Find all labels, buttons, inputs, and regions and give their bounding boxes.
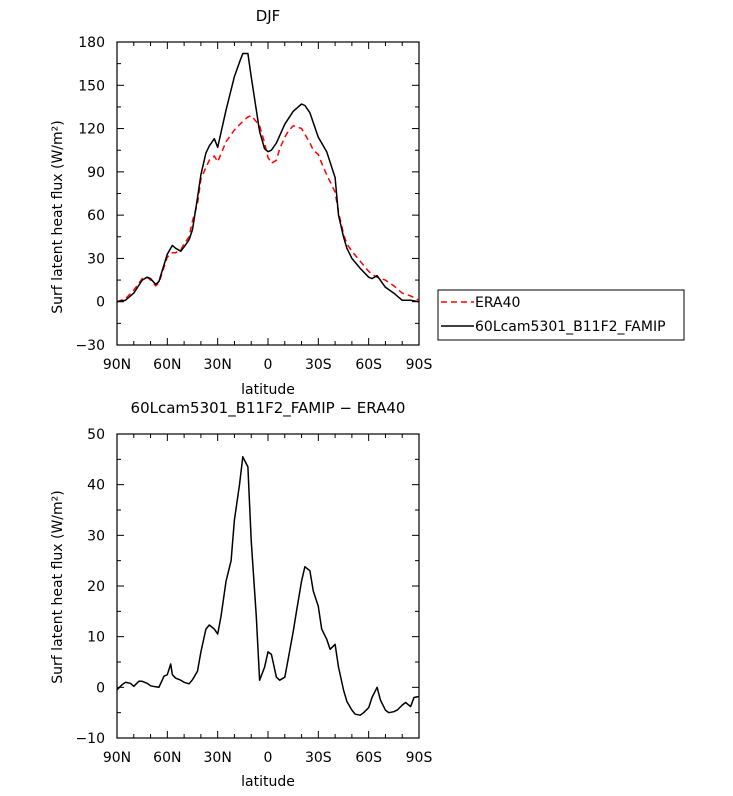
bottom-x-tick-label: 30S <box>305 750 332 766</box>
bottom-y-tick-label: 0 <box>96 680 105 696</box>
bottom-series-layer <box>116 456 420 716</box>
top-y-tick-label: 120 <box>78 122 105 138</box>
bottom-y-tick-label: 10 <box>87 630 105 646</box>
top-series-layer <box>116 52 420 303</box>
top-x-tick-label: 30S <box>305 357 332 373</box>
bottom-y-axis-label: Surf latent heat flux (W/m²) <box>50 490 66 683</box>
bottom-x-tick-label: 90N <box>103 750 131 766</box>
top-x-axis-label: latitude <box>241 382 295 398</box>
top-y-tick-label: −30 <box>75 338 105 354</box>
top-x-tick-label: 0 <box>264 357 273 373</box>
top-x-tick-label: 90S <box>406 357 433 373</box>
bottom-x-tick-label: 0 <box>264 750 273 766</box>
top-x-tick-label: 60N <box>153 357 181 373</box>
top-plot-border <box>116 41 420 346</box>
top-y-tick-label: 90 <box>87 165 105 181</box>
legend-era40-label: ERA40 <box>475 295 520 311</box>
top-chart-title: DJF <box>256 7 281 25</box>
bottom-y-tick-label: 40 <box>87 478 105 494</box>
top-y-tick-label: 60 <box>87 208 105 224</box>
bottom-y-tick-label: 30 <box>87 528 105 544</box>
bottom-plot-border <box>116 433 420 739</box>
top-series-line-model <box>116 52 420 303</box>
top-y-tick-label: 180 <box>78 35 105 51</box>
bottom-x-tick-label: 90S <box>406 750 433 766</box>
top-panel: DJF Surf latent heat flux (W/m²) latitud… <box>50 7 685 398</box>
top-plot-frame <box>116 41 420 346</box>
bottom-x-tick-label: 60N <box>153 750 181 766</box>
bottom-x-tick-label: 60S <box>355 750 382 766</box>
top-y-tick-label: 150 <box>78 78 105 94</box>
bottom-plot-frame <box>116 433 420 739</box>
top-series-line-era40 <box>116 114 420 303</box>
legend-model-label: 60Lcam5301_B11F2_FAMIP <box>475 319 666 335</box>
bottom-series-line-model <box>116 456 420 716</box>
bottom-y-tick-label: 50 <box>87 427 105 443</box>
bottom-panel: 60Lcam5301_B11F2_FAMIP − ERA40 Surf late… <box>50 399 432 790</box>
top-x-tick-label: 90N <box>103 357 131 373</box>
top-y-axis-label: Surf latent heat flux (W/m²) <box>50 120 66 313</box>
top-x-tick-label: 30N <box>204 357 232 373</box>
bottom-x-axis-label: latitude <box>241 774 295 790</box>
top-y-tick-label: 30 <box>87 251 105 267</box>
top-x-tick-label: 60S <box>355 357 382 373</box>
top-legend: ERA40 60Lcam5301_B11F2_FAMIP <box>437 289 685 341</box>
top-axis-ticks: 90N 60N 30N 0 30S 60S 90S −30 0 30 60 90 120 150 180 <box>75 35 432 373</box>
bottom-y-tick-label: −10 <box>75 731 105 747</box>
legend-box <box>437 289 685 341</box>
bottom-x-tick-label: 30N <box>204 750 232 766</box>
bottom-axis-ticks: 90N 60N 30N 0 30S 60S 90S −10 0 10 20 30 40 50 <box>75 427 432 766</box>
top-y-tick-label: 0 <box>96 295 105 311</box>
bottom-y-tick-label: 20 <box>87 579 105 595</box>
bottom-chart-title: 60Lcam5301_B11F2_FAMIP − ERA40 <box>131 399 406 418</box>
